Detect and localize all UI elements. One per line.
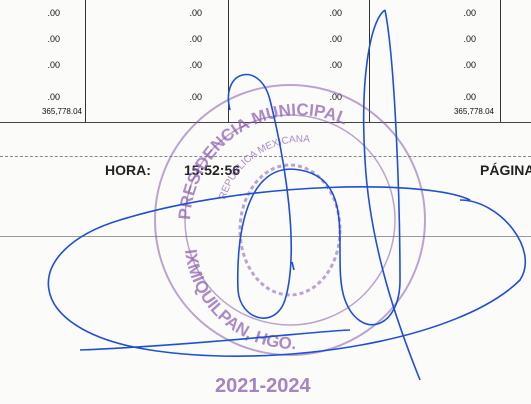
stamp-period: 2021-2024	[215, 375, 312, 397]
table-cell: .00	[463, 92, 476, 102]
table-cell: .00	[463, 60, 476, 70]
column-rule	[228, 0, 229, 122]
table-cell: .00	[47, 92, 60, 102]
table-cell: .00	[189, 34, 202, 44]
hora-value: 15:52:56	[184, 162, 241, 178]
table-cell: .00	[329, 8, 342, 18]
total-cell: 365,778.04	[41, 107, 82, 116]
column-rule	[369, 0, 370, 122]
table-bottom-rule	[0, 122, 531, 123]
column-rule	[85, 0, 86, 122]
table-cell: .00	[463, 34, 476, 44]
footer-rule	[0, 236, 531, 237]
table-cell: .00	[189, 8, 202, 18]
column-rule	[500, 0, 501, 122]
signature	[47, 9, 527, 381]
table-cell: .00	[47, 8, 60, 18]
table-cell: .00	[47, 34, 60, 44]
table-cell: .00	[47, 60, 60, 70]
hora-label: HORA:	[105, 162, 151, 178]
table-cell: .00	[329, 92, 342, 102]
table-cell: .00	[189, 60, 202, 70]
table-cell: .00	[189, 92, 202, 102]
table-cell: .00	[463, 8, 476, 18]
footer-rule	[0, 156, 531, 157]
table-cell: .00	[329, 60, 342, 70]
total-cell: 365,778.04	[453, 107, 494, 116]
pagina-label: PÁGINA	[480, 162, 531, 178]
table-cell: .00	[329, 34, 342, 44]
